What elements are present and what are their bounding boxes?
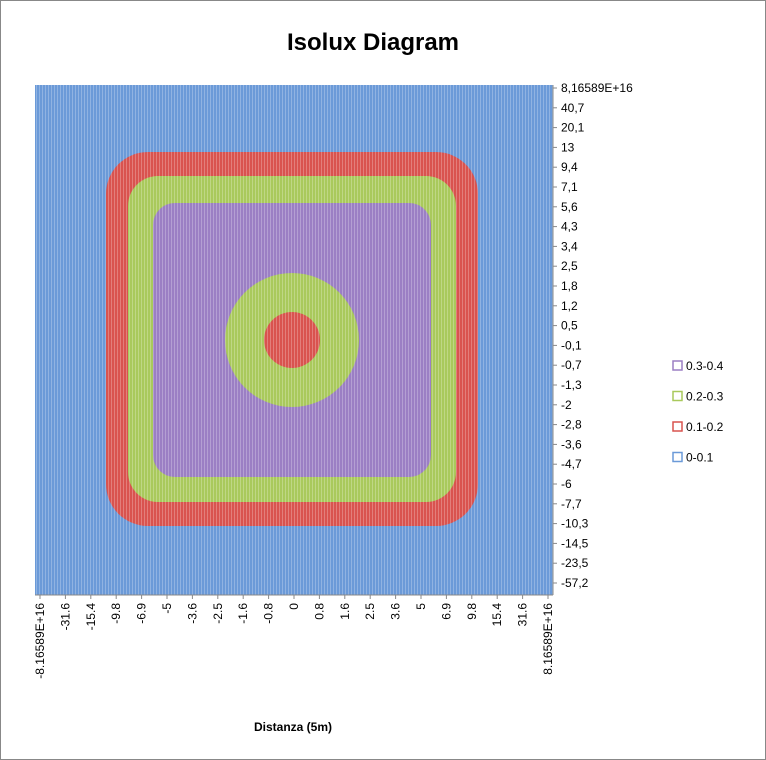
y-tick-label: 20,1 (561, 121, 585, 135)
legend-label: 0.1-0.2 (686, 420, 724, 434)
y-tick-label: -7,7 (561, 497, 582, 511)
y-tick-label: 4,3 (561, 220, 578, 234)
y-tick-label: 7,1 (561, 180, 578, 194)
texture (35, 85, 553, 595)
x-tick-label: 31.6 (516, 603, 530, 627)
y-tick-label: 9,4 (561, 160, 578, 174)
y-tick-label: -2 (561, 398, 572, 412)
x-tick-label: -8.16589E+16 (33, 603, 47, 679)
x-tick-label: 6.9 (439, 603, 453, 620)
x-tick-label: -2.5 (211, 603, 225, 624)
x-tick-label: 3.6 (389, 603, 403, 620)
y-tick-label: -23,5 (561, 556, 589, 570)
y-tick-label: -57,2 (561, 576, 589, 590)
legend-swatch (672, 451, 683, 463)
y-tick-label: -2,8 (561, 418, 582, 432)
y-tick-label: -0,1 (561, 338, 582, 352)
legend-swatch (672, 360, 683, 371)
x-tick-label: 8.16589E+16 (541, 603, 555, 675)
legend-label: 0.3-0.4 (686, 359, 724, 373)
x-tick-label: -1.6 (236, 603, 250, 624)
x-tick-label: -0.8 (262, 603, 276, 624)
x-axis-label: Distanza (5m) (254, 720, 332, 734)
y-tick-label: -14,5 (561, 536, 589, 550)
y-tick-label: -3,6 (561, 437, 582, 451)
y-tick-label: 3,4 (561, 239, 578, 253)
y-tick-label: -10,3 (561, 517, 589, 531)
y-tick-label: 2,5 (561, 259, 578, 273)
chart-title: Isolux Diagram (287, 29, 459, 56)
x-tick-label: -15.4 (84, 603, 98, 631)
y-tick-label: 1,8 (561, 279, 578, 293)
x-tick-label: 5 (414, 603, 428, 610)
legend-label: 0-0.1 (686, 451, 714, 465)
y-tick-label: 13 (561, 140, 575, 154)
y-tick-label: 1,2 (561, 299, 578, 313)
y-tick-label: -0,7 (561, 358, 582, 372)
x-tick-label: 0.8 (312, 603, 326, 620)
x-tick-label: -5 (160, 603, 174, 614)
y-tick-label: 8,16589E+16 (561, 81, 633, 95)
y-tick-label: 5,6 (561, 200, 578, 214)
legend-swatch (672, 390, 683, 402)
x-tick-label: 2.5 (363, 603, 377, 620)
x-tick-label: -31.6 (58, 603, 72, 631)
y-tick-label: -4,7 (561, 457, 582, 471)
legend-swatch (672, 421, 683, 432)
y-tick-label: -1,3 (561, 378, 582, 392)
x-tick-label: 0 (287, 603, 301, 610)
y-tick-label: 40,7 (561, 101, 585, 115)
x-tick-label: -9.8 (109, 603, 123, 624)
y-tick-label: -6 (561, 477, 572, 491)
x-tick-label: 15.4 (490, 603, 504, 627)
x-tick-label: 1.6 (338, 603, 352, 620)
y-tick-label: 0,5 (561, 319, 578, 333)
x-tick-label: -3.6 (185, 603, 199, 624)
legend-label: 0.2-0.3 (686, 390, 724, 404)
x-tick-label: 9.8 (465, 603, 479, 620)
x-tick-label: -6.9 (135, 603, 149, 624)
